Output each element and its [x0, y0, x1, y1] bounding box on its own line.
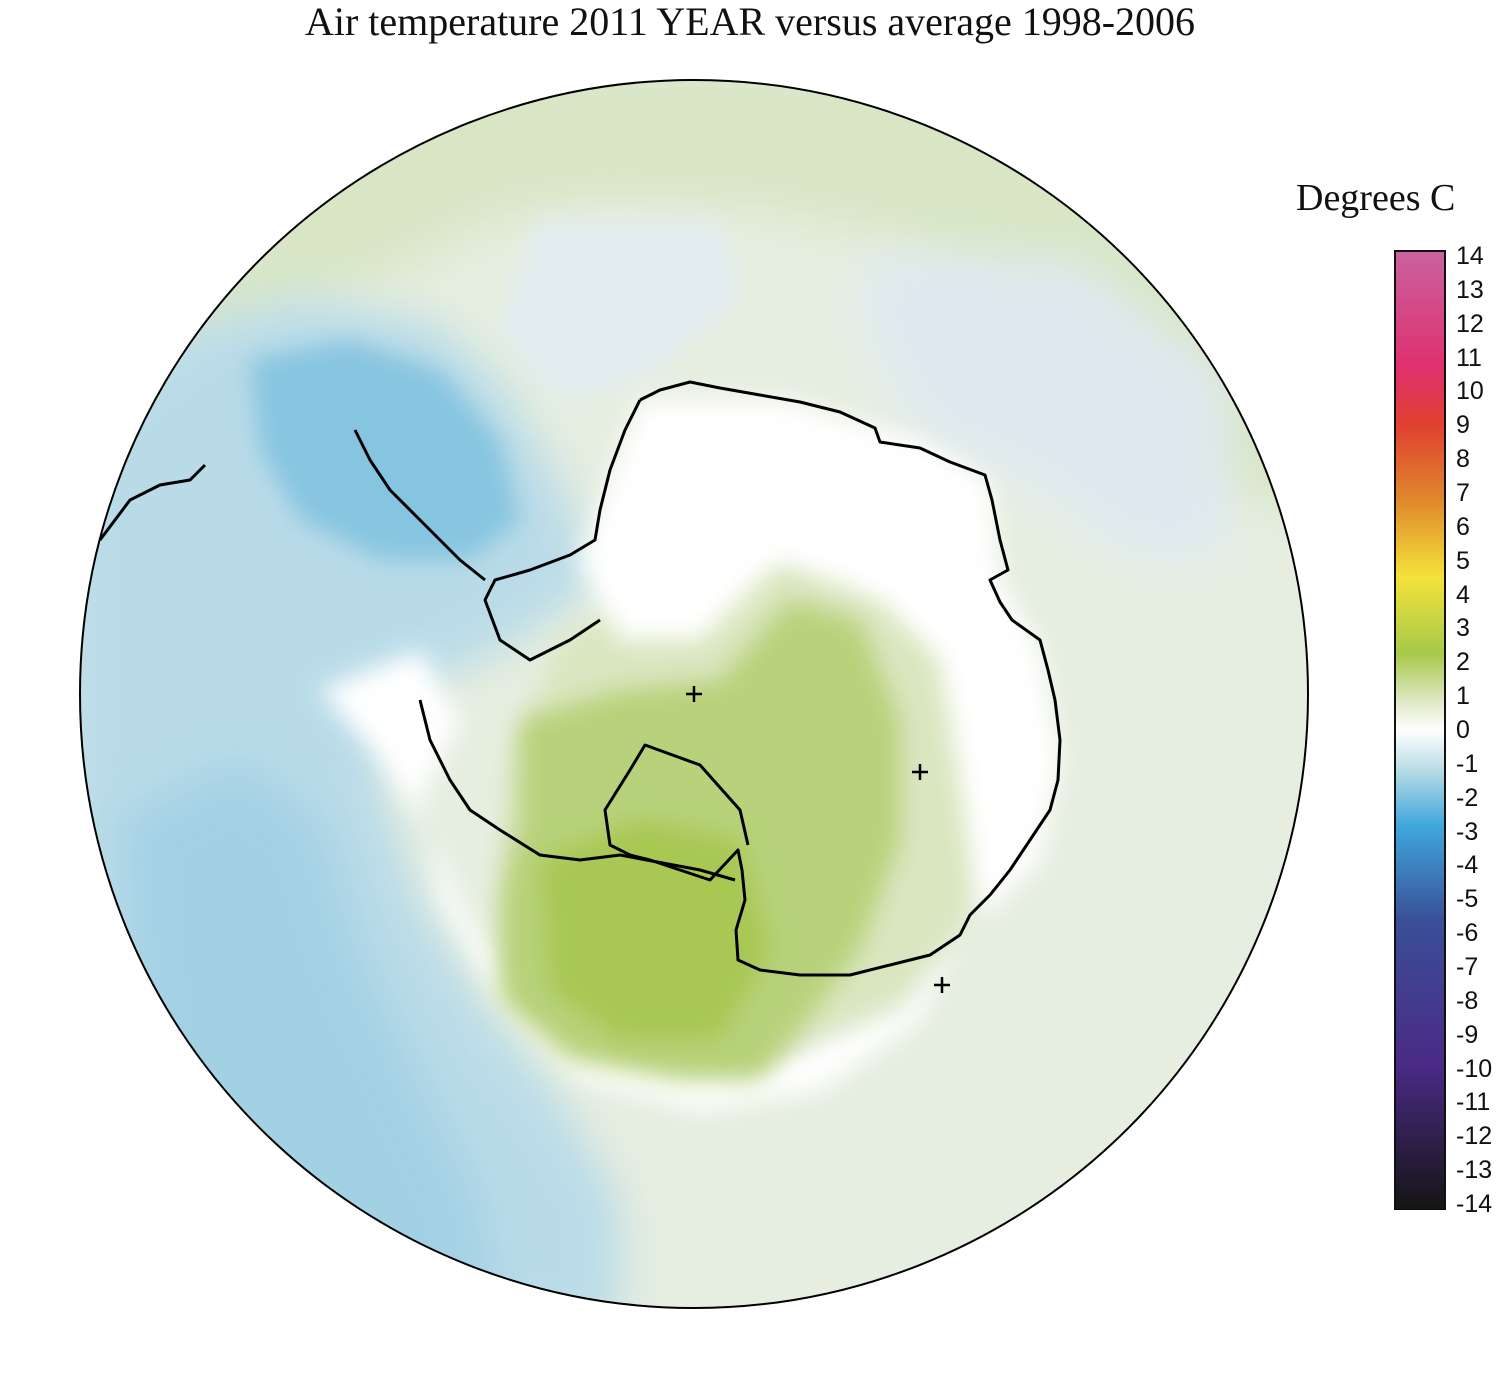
legend-tick-label: 6 [1456, 512, 1470, 541]
legend-tick-label: 1 [1456, 682, 1470, 711]
legend-tick-label: 12 [1456, 309, 1484, 338]
station-marker-east [912, 764, 928, 780]
legend-tick-label: 13 [1456, 275, 1484, 304]
legend-tick-label: 5 [1456, 546, 1470, 575]
legend-tick-label: -10 [1456, 1054, 1493, 1083]
legend-tick-label: -1 [1456, 749, 1479, 778]
legend-tick-label: 3 [1456, 614, 1470, 643]
legend-tick-label: -5 [1456, 885, 1479, 914]
legend-tick-label: -9 [1456, 1020, 1479, 1049]
legend-tick-label: -3 [1456, 817, 1479, 846]
legend-tick-label: -6 [1456, 919, 1479, 948]
legend-tick-label: 8 [1456, 445, 1470, 474]
legend-title: Degrees C [1296, 177, 1456, 219]
legend-tick-label: 0 [1456, 716, 1470, 744]
ross-ice-shelf-edge [499, 828, 736, 882]
map-title: Air temperature 2011 YEAR versus average… [304, 0, 1196, 44]
neutral-east-antarctica [580, 400, 1060, 920]
legend-tick-label: 2 [1456, 648, 1470, 677]
south-pole-marker [686, 686, 702, 702]
legend-color-bar [1394, 250, 1446, 1210]
legend-tick-label: 14 [1456, 242, 1484, 270]
cool-anomaly-upper [500, 220, 740, 400]
legend-tick-label: -11 [1456, 1088, 1491, 1117]
legend-tick-label: -12 [1456, 1122, 1493, 1151]
legend-tick-label: 7 [1456, 479, 1470, 507]
legend-tick-label: -14 [1456, 1190, 1493, 1218]
legend-tick-label: 9 [1456, 411, 1470, 440]
legend-tick-label: 4 [1456, 580, 1470, 609]
neutral-band [320, 650, 960, 1110]
legend-tick-label: -4 [1456, 851, 1479, 880]
station-markers [686, 686, 950, 993]
south-america-coast [98, 463, 207, 541]
map-boundary [79, 79, 1309, 1309]
legend-tick-label: 11 [1456, 343, 1482, 372]
legend-tick-label: -8 [1456, 986, 1479, 1015]
legend-tick-label: 10 [1456, 377, 1484, 406]
station-marker-coast [934, 977, 950, 993]
cool-anomaly-east [860, 250, 1230, 560]
legend-tick-label: -2 [1456, 783, 1479, 812]
legend-tick-label: -13 [1456, 1156, 1493, 1185]
antarctic-peninsula-coastline [353, 399, 642, 832]
cold-anomaly-core [250, 340, 520, 560]
legend-tick-label: -7 [1456, 953, 1479, 981]
